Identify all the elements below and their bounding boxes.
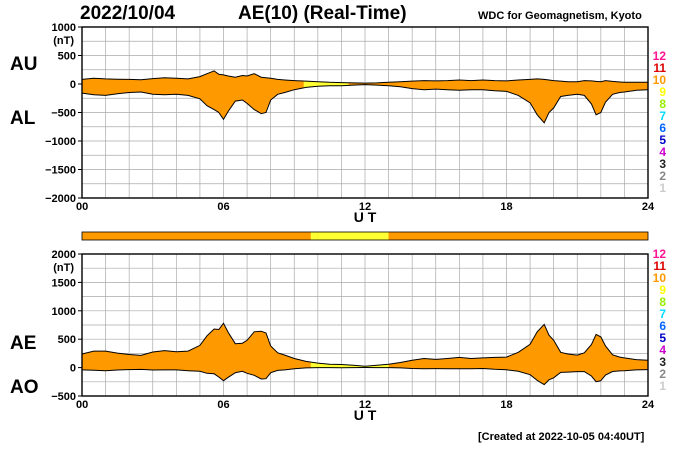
chart-date: 2022/10/04 (80, 3, 176, 24)
series-label-au: AU (10, 54, 37, 75)
coverage-bar-segment (310, 232, 318, 240)
y-tick-label: 500 (58, 51, 76, 63)
station-scale-label: 1 (659, 379, 666, 393)
y-tick-label: 0 (70, 363, 76, 375)
station-scale-label: 8 (659, 295, 666, 309)
station-scale-label: 4 (659, 145, 666, 159)
y-tick-label: 2000 (52, 249, 76, 261)
station-scale-label: 5 (659, 331, 666, 345)
unit-label: (nT) (53, 262, 74, 274)
plot-frame (81, 253, 649, 397)
y-tick-label: 1500 (52, 277, 76, 289)
station-scale-label: 7 (659, 307, 666, 321)
x-tick-label: 24 (642, 399, 655, 411)
x-tick-label: 12 (359, 399, 371, 411)
x-tick-label: 00 (76, 399, 88, 411)
station-scale-label: 10 (653, 271, 667, 285)
station-scale-label: 6 (659, 319, 666, 333)
series-line-al (81, 84, 649, 124)
x-tick-label: 24 (642, 201, 655, 213)
station-scale-label: 6 (659, 121, 666, 135)
station-scale-label: 12 (653, 247, 667, 261)
unit-label: (nT) (53, 35, 74, 47)
area-fill-au-al (82, 70, 648, 123)
station-scale-label: 9 (659, 85, 666, 99)
y-tick-label: −1000 (45, 136, 76, 148)
x-tick-label: 00 (76, 201, 88, 213)
station-scale-label: 11 (653, 61, 666, 75)
area-fill-ae-ao (82, 323, 648, 385)
x-tick-label: 06 (217, 201, 229, 213)
coverage-bar-segment (317, 232, 389, 240)
series-label-ae: AE (10, 333, 36, 354)
chart-title: AE(10) (Real-Time) (238, 3, 407, 24)
x-tick-label: 06 (217, 399, 229, 411)
x-tick-label: 18 (500, 399, 512, 411)
station-scale-label: 10 (653, 73, 667, 87)
series-line-ao (81, 366, 649, 386)
station-scale-label: 11 (653, 259, 666, 273)
y-tick-label: 1000 (52, 22, 76, 34)
station-scale-label: 5 (659, 133, 666, 147)
coverage-bar-segment (388, 232, 648, 240)
x-axis-label: U T (354, 407, 377, 423)
series-label-ao: AO (10, 377, 39, 398)
y-tick-label: −1500 (45, 165, 76, 177)
coverage-bar-segment (82, 232, 311, 240)
created-timestamp: [Created at 2022-10-05 04:40UT] (478, 431, 645, 443)
series-label-al: AL (10, 108, 36, 129)
station-scale-label: 1 (659, 181, 666, 195)
station-scale-label: 3 (659, 157, 666, 171)
station-scale-label: 2 (659, 169, 666, 183)
area-fill-quiet-segment (310, 362, 318, 368)
y-tick-label: 500 (58, 334, 76, 346)
x-tick-label: 18 (500, 201, 512, 213)
y-tick-label: 0 (70, 79, 76, 91)
y-tick-label: −500 (51, 108, 76, 120)
series-line-ae (81, 322, 649, 367)
station-scale-label: 3 (659, 355, 666, 369)
data-source-label: WDC for Geomagnetism, Kyoto (478, 10, 642, 22)
station-scale-label: 9 (659, 283, 666, 297)
station-scale-label: 7 (659, 109, 666, 123)
station-scale-label: 4 (659, 343, 666, 357)
station-scale-label: 8 (659, 97, 666, 111)
y-tick-label: −500 (51, 391, 76, 403)
x-tick-label: 12 (359, 201, 371, 213)
station-scale-label: 12 (653, 49, 667, 63)
y-tick-label: −2000 (45, 193, 76, 205)
station-scale-label: 2 (659, 367, 666, 381)
y-tick-label: 1000 (52, 306, 76, 318)
x-axis-label: U T (354, 209, 377, 225)
series-line-au (81, 70, 648, 84)
coverage-bar-frame (81, 231, 649, 241)
